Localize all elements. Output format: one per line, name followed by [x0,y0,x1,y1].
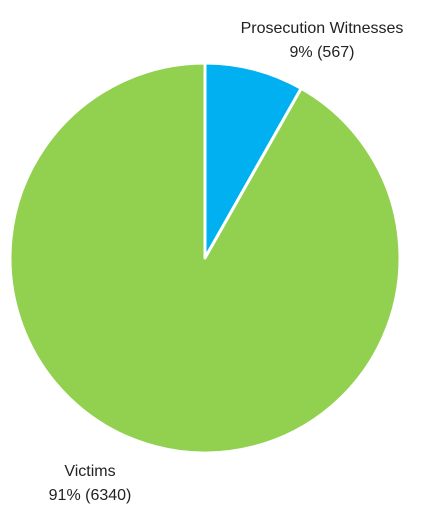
pie-slice-victims [8,61,402,455]
label-victims-value: 91% (6340) [49,487,132,504]
label-victims-name: Victims [64,463,115,480]
pie-slice-prosecution-witnesses [203,61,303,260]
label-prosecution-witnesses-value: 9% (567) [290,44,355,61]
pie-slices [8,61,402,455]
label-prosecution-witnesses-name: Prosecution Witnesses [241,20,404,37]
